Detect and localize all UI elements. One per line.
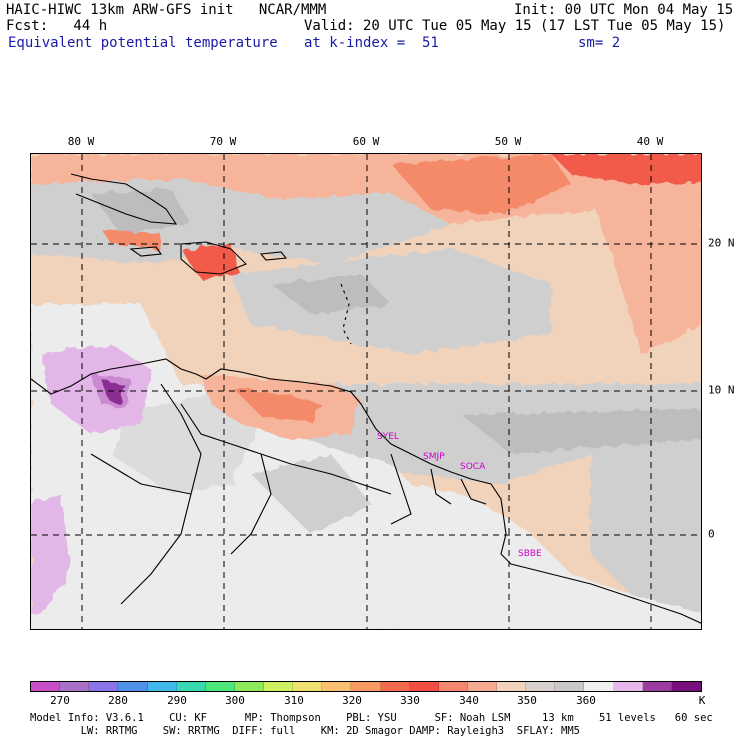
colorbar-swatch bbox=[438, 682, 468, 691]
colorbar-label-280: 280 bbox=[108, 694, 128, 707]
init-time: Init: 00 UTC Mon 04 May 15 bbox=[514, 2, 734, 18]
field-name: Equivalent potential temperature bbox=[8, 35, 278, 51]
coast-puerto-rico bbox=[259, 251, 288, 261]
colorbar-swatch bbox=[234, 682, 264, 691]
colorbar-swatch bbox=[584, 682, 614, 691]
gray-dark-south bbox=[461, 409, 701, 454]
lon-label-40w: 40 W bbox=[636, 135, 664, 148]
lavender-west-edge bbox=[31, 494, 71, 614]
colorbar-swatch bbox=[264, 682, 294, 691]
border-suriname bbox=[430, 468, 452, 505]
coast-hispaniola bbox=[180, 241, 247, 275]
model-info-line1: Model Info: V3.6.1 CU: KF MP: Thompson P… bbox=[30, 712, 713, 724]
colorbar-swatch bbox=[526, 682, 556, 691]
lat-lon-grid bbox=[31, 154, 701, 629]
station-sbbe: SBBE bbox=[518, 549, 542, 559]
colorbar-swatch bbox=[613, 682, 643, 691]
orange-venezuela bbox=[231, 386, 321, 422]
colorbar-swatch bbox=[409, 682, 439, 691]
border-guiana bbox=[460, 478, 487, 505]
lon-label-80w: 80 W bbox=[67, 135, 95, 148]
land-gray-interior bbox=[251, 454, 371, 534]
colorbar-swatch bbox=[31, 682, 61, 691]
colorbar-swatch bbox=[147, 682, 177, 691]
gray-east-equator bbox=[591, 454, 701, 614]
colorbar-label-300: 300 bbox=[225, 694, 245, 707]
coast-south-america bbox=[31, 358, 701, 624]
land-south-america bbox=[31, 304, 701, 629]
station-soca: SOCA bbox=[460, 462, 486, 472]
coastlines bbox=[31, 173, 701, 624]
lat-label-20n: 20 N bbox=[708, 236, 735, 250]
station-syel: SYEL bbox=[377, 432, 399, 442]
coast-jamaica bbox=[129, 246, 162, 257]
model-info-line2: LW: RRTMG SW: RRTMG DIFF: full KM: 2D Sm… bbox=[30, 725, 580, 737]
colorbar-swatch bbox=[497, 682, 527, 691]
orange-ne bbox=[391, 154, 571, 214]
colorbar-label-310: 310 bbox=[284, 694, 304, 707]
colorbar bbox=[30, 681, 702, 692]
colorbar-swatch bbox=[60, 682, 90, 691]
lon-label-70w: 70 W bbox=[209, 135, 237, 148]
station-smjp: SMJP bbox=[423, 452, 445, 462]
gray-central bbox=[231, 249, 551, 354]
border-venezuela bbox=[180, 403, 392, 495]
valid-time: Valid: 20 UTC Tue 05 May 15 (17 LST Tue … bbox=[304, 18, 726, 34]
colorbar-label-270: 270 bbox=[50, 694, 70, 707]
smoothing-info: sm= 2 bbox=[578, 35, 621, 51]
level-info: at k-index = 51 bbox=[304, 35, 439, 51]
lon-label-50w: 50 W bbox=[494, 135, 522, 148]
colorbar-swatch bbox=[89, 682, 119, 691]
colorbar-swatch bbox=[380, 682, 410, 691]
red-ne bbox=[551, 154, 701, 184]
forecast-hour: Fcst: 44 h bbox=[6, 18, 108, 34]
red-hispaniola bbox=[181, 244, 241, 279]
colorbar-swatch bbox=[322, 682, 352, 691]
colorbar-swatch bbox=[555, 682, 585, 691]
salmon-east bbox=[591, 184, 701, 354]
coast-cuba bbox=[70, 173, 178, 225]
colorbar-label-330: 330 bbox=[400, 694, 420, 707]
model-title: HAIC-HIWC 13km ARW-GFS init NCAR/MMM bbox=[6, 2, 327, 18]
colorbar-swatch bbox=[351, 682, 381, 691]
border-brazil-west bbox=[230, 453, 272, 555]
colorbar-swatch bbox=[671, 682, 701, 691]
border-ecuador-peru bbox=[90, 453, 192, 495]
colorbar-swatch bbox=[176, 682, 206, 691]
border-guyana bbox=[390, 453, 412, 525]
colorbar-unit: K bbox=[698, 694, 706, 707]
colorbar-label-350: 350 bbox=[517, 694, 537, 707]
colorbar-swatch bbox=[205, 682, 235, 691]
colorbar-swatch bbox=[642, 682, 672, 691]
colorbar-swatch bbox=[118, 682, 148, 691]
colorbar-label-340: 340 bbox=[459, 694, 479, 707]
gray-dark-central bbox=[271, 274, 391, 314]
lat-label-eq: 0 bbox=[708, 527, 715, 541]
theta-e-map: SYEL SMJP SOCA SBBE bbox=[30, 153, 702, 630]
colorbar-label-320: 320 bbox=[342, 694, 362, 707]
map-canvas bbox=[31, 154, 701, 629]
lat-label-10n: 10 N bbox=[708, 383, 735, 397]
colorbar-label-360: 360 bbox=[576, 694, 596, 707]
colorbar-swatch bbox=[293, 682, 323, 691]
colorbar-label-290: 290 bbox=[167, 694, 187, 707]
colorbar-swatch bbox=[467, 682, 497, 691]
lon-label-60w: 60 W bbox=[352, 135, 380, 148]
